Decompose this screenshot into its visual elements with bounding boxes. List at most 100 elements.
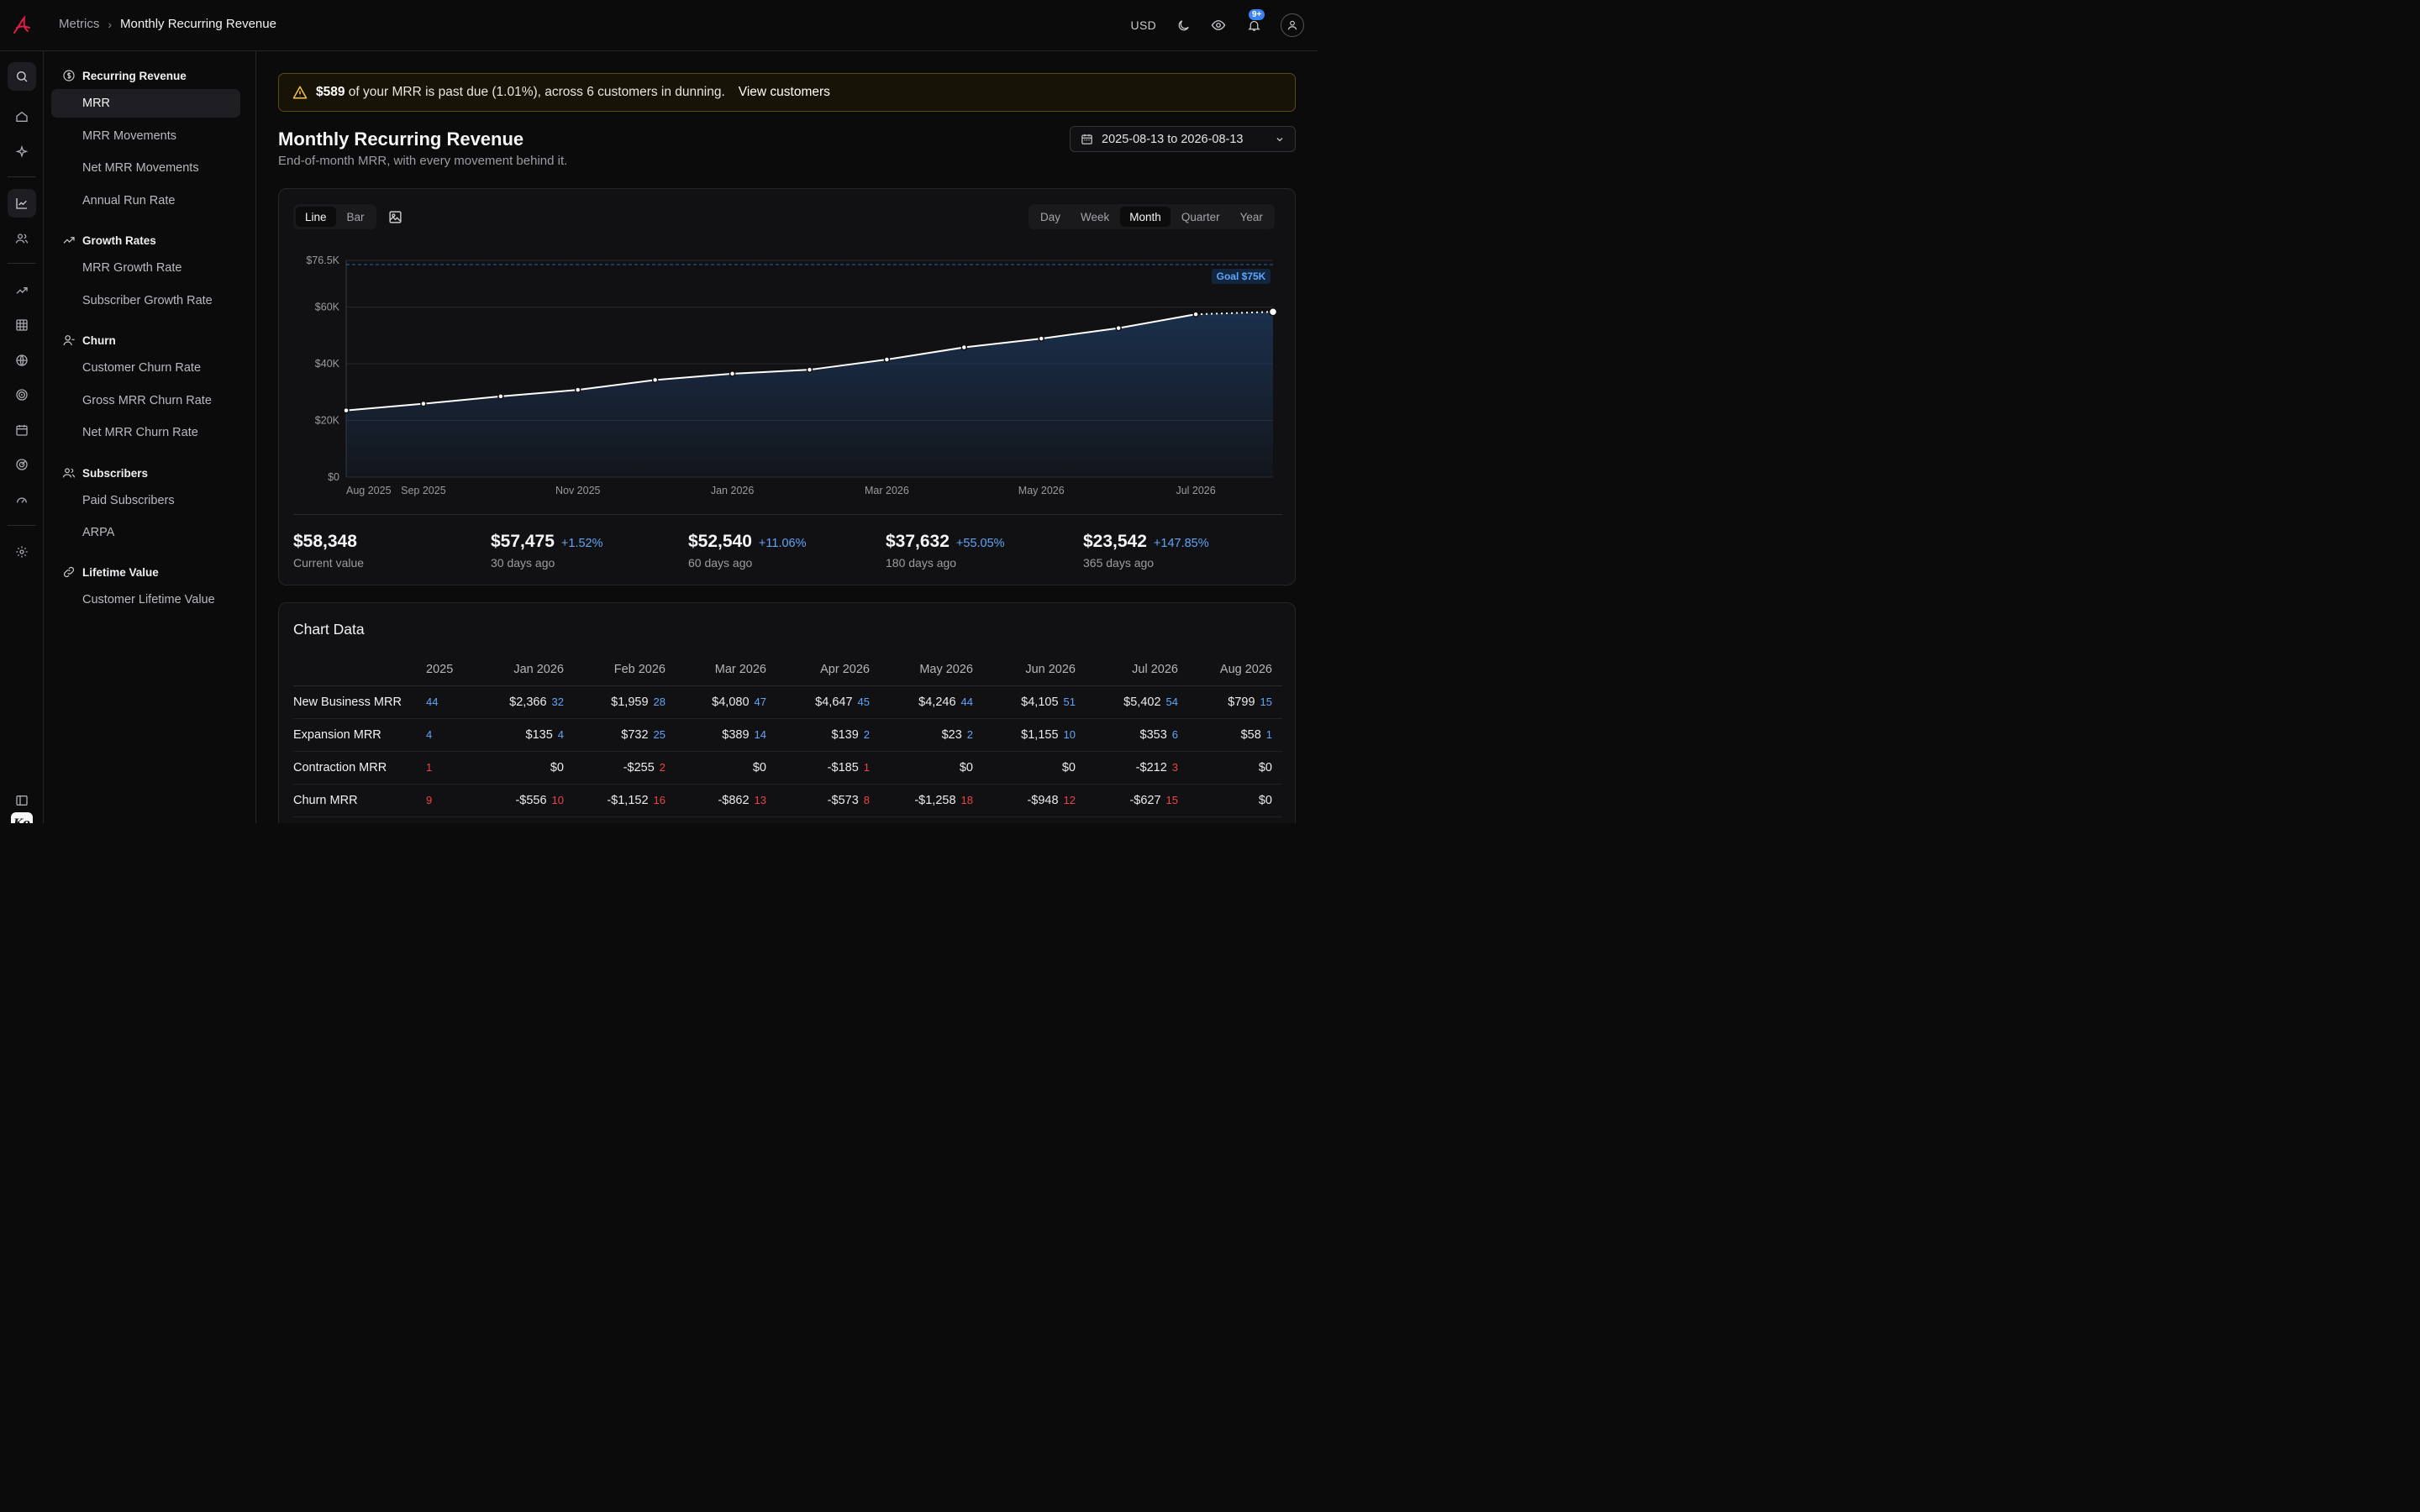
cell-value: $353 xyxy=(1139,727,1167,742)
sparkles-icon[interactable] xyxy=(8,138,36,166)
table-row: Churn MRR 9 -$556 10 -$1,152 16 -$862 13 -$573 8-… xyxy=(293,784,1282,817)
cell-value: $135 xyxy=(525,727,553,742)
column-header: Aug 2026 xyxy=(1188,654,1282,686)
chart-line-icon[interactable] xyxy=(8,189,36,218)
sidebar-item-net-mrr-churn-rate[interactable]: Net MRR Churn Rate xyxy=(82,426,198,439)
sidebar-item-annual-run-rate[interactable]: Annual Run Rate xyxy=(82,194,176,207)
avatar[interactable] xyxy=(1281,13,1304,37)
cell-value: -$862 xyxy=(718,793,750,807)
sidebar-item-mrr-growth-rate[interactable]: MRR Growth Rate xyxy=(82,261,182,275)
table-cell: $0 xyxy=(1188,751,1282,785)
table-cell: $0 xyxy=(880,751,983,785)
moon-icon[interactable] xyxy=(1175,17,1192,34)
chart-data-table: 2025 Jan 2026 Feb 2026 Mar 2026 Apr 2026 May … xyxy=(293,654,1282,817)
user-icon xyxy=(1287,20,1297,30)
users-icon xyxy=(62,468,76,478)
data-point xyxy=(1268,307,1278,317)
bell-icon[interactable]: 9+ xyxy=(1245,9,1265,34)
globe-icon[interactable] xyxy=(8,346,36,375)
sidebar-item-mrr[interactable]: MRR xyxy=(51,89,240,118)
stat-change: +147.85% xyxy=(1153,537,1209,550)
goal-label: Goal $75K xyxy=(1217,270,1266,282)
interval-month[interactable]: Month xyxy=(1120,207,1171,227)
nav-group-recurring-revenue: Recurring Revenue xyxy=(62,69,187,82)
page-title: Monthly Recurring Revenue xyxy=(278,129,524,150)
count-badge: 1 xyxy=(863,760,870,774)
sidebar-item-mrr-movements[interactable]: MRR Movements xyxy=(82,129,176,143)
data-point xyxy=(1192,311,1199,318)
cell-value: $732 xyxy=(621,727,649,742)
users-icon[interactable] xyxy=(8,224,36,253)
target-icon[interactable] xyxy=(8,381,36,409)
interval-day[interactable]: Day xyxy=(1040,210,1061,223)
count-badge: 15 xyxy=(1165,793,1178,806)
table-cell: $23 2 xyxy=(880,718,983,752)
interval-quarter[interactable]: Quarter xyxy=(1181,210,1220,223)
nav-group-lifetime-value: Lifetime Value xyxy=(62,565,159,579)
count-badge: 28 xyxy=(653,695,666,708)
table-cell: $135 4 xyxy=(468,718,574,752)
sidebar-item-paid-subscribers[interactable]: Paid Subscribers xyxy=(82,494,175,507)
view-customers-link[interactable]: View customers xyxy=(738,85,830,99)
trending-up-icon[interactable] xyxy=(8,276,36,305)
sidebar-item-customer-churn-rate[interactable]: Customer Churn Rate xyxy=(82,361,202,375)
cell-value: $0 xyxy=(752,760,766,774)
cell-value: -$255 xyxy=(623,760,655,774)
mrr-line-chart[interactable]: $0 $20K $40K $60K $76.5K Goal $75K Aug 2025 Sep… xyxy=(279,239,1297,508)
home-icon[interactable] xyxy=(8,102,36,131)
alert-text: $589 of your MRR is past due (1.01%), ac… xyxy=(316,85,725,100)
radar-icon[interactable] xyxy=(8,450,36,479)
count-badge: 9 xyxy=(426,793,433,806)
breadcrumb-metrics[interactable]: Metrics xyxy=(59,17,100,31)
count-badge: 51 xyxy=(1063,695,1076,708)
sidebar-item-arpa[interactable]: ARPA xyxy=(82,526,115,539)
table-cell: $1,959 28 xyxy=(574,685,676,719)
chart-data-title: Chart Data xyxy=(293,621,365,638)
column-header: Mar 2026 xyxy=(676,654,776,686)
row-label: New Business MRR xyxy=(293,685,419,719)
nav-group-churn: Churn xyxy=(62,333,116,347)
table-cell: $4,246 44 xyxy=(880,685,983,719)
interval-week[interactable]: Week xyxy=(1081,210,1110,223)
eye-icon[interactable] xyxy=(1210,17,1227,34)
sidebar-toggle-icon[interactable] xyxy=(8,786,36,815)
sidebar-item-customer-lifetime-value[interactable]: Customer Lifetime Value xyxy=(82,593,215,606)
data-point xyxy=(651,376,659,384)
table-cell: 9 xyxy=(419,784,468,817)
stat-label: 365 days ago xyxy=(1083,556,1155,570)
count-badge: 1 xyxy=(1265,727,1272,741)
table-cell: -$948 12 xyxy=(983,784,1086,817)
search-icon[interactable] xyxy=(8,62,36,91)
sidebar-item-subscriber-growth-rate[interactable]: Subscriber Growth Rate xyxy=(82,294,213,307)
gauge-icon[interactable] xyxy=(8,486,36,514)
table-cell: -$185 1 xyxy=(776,751,880,785)
breadcrumb: Metrics › Monthly Recurring Revenue xyxy=(59,17,276,31)
chart-type-line[interactable]: Line xyxy=(296,207,336,227)
table-cell: $389 14 xyxy=(676,718,776,752)
gear-icon[interactable] xyxy=(8,538,36,566)
chart-type-bar[interactable]: Bar xyxy=(346,210,365,223)
cell-value: $2,366 xyxy=(509,695,547,709)
date-range-picker[interactable]: 2025-08-13 to 2026-08-13 xyxy=(1070,126,1296,152)
currency-selector[interactable]: USD xyxy=(1130,18,1156,32)
data-point xyxy=(343,407,350,414)
sidebar-item-net-mrr-movements[interactable]: Net MRR Movements xyxy=(82,161,199,175)
workspace-logo[interactable]: Ko xyxy=(11,812,33,823)
table-cell: $139 2 xyxy=(776,718,880,752)
calendar-icon[interactable] xyxy=(8,416,36,444)
sidebar-item-gross-mrr-churn-rate[interactable]: Gross MRR Churn Rate xyxy=(82,394,212,407)
cell-value: -$1,258 xyxy=(914,793,956,807)
stat-60-days: $52,540 +11.06% 60 days ago xyxy=(688,532,807,570)
count-badge: 2 xyxy=(863,727,870,741)
alert-amount: $589 xyxy=(316,85,345,99)
count-badge: 6 xyxy=(1171,727,1178,741)
table-grid-icon[interactable] xyxy=(8,311,36,339)
column-header: Jul 2026 xyxy=(1086,654,1188,686)
image-export-icon[interactable] xyxy=(386,207,404,226)
interval-year[interactable]: Year xyxy=(1239,210,1263,223)
app-logo-icon[interactable] xyxy=(12,15,32,35)
column-header: Jan 2026 xyxy=(468,654,574,686)
count-badge: 25 xyxy=(653,727,666,741)
goal-label-bg xyxy=(1212,269,1270,285)
count-badge: 14 xyxy=(754,727,766,741)
